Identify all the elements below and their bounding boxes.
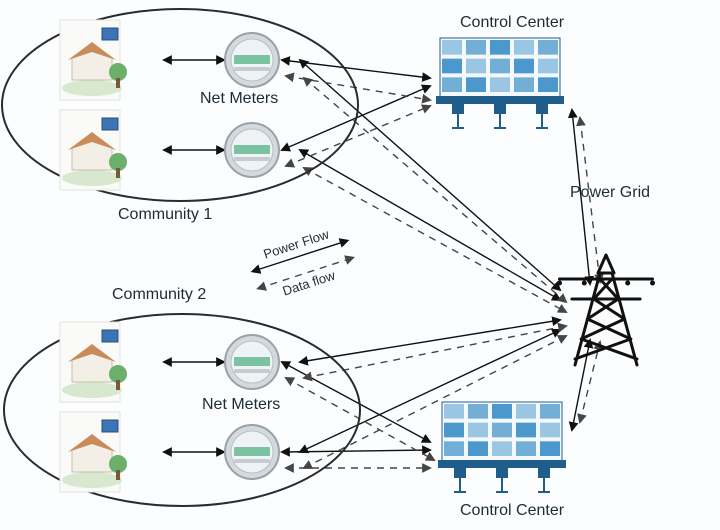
power-flow-edge	[300, 320, 560, 362]
house-icon	[60, 322, 127, 402]
power-tower-icon	[557, 255, 655, 365]
community-2-boundary	[4, 314, 360, 506]
power-flow-edge	[282, 60, 430, 78]
net-meter-icon	[225, 33, 279, 87]
net-meter-icon	[225, 123, 279, 177]
label-community-2: Community 2	[112, 286, 206, 304]
control-center-icon	[438, 402, 566, 492]
net-meter-icon	[225, 425, 279, 479]
label-control-center-top: Control Center	[460, 14, 564, 32]
legend-power-label: Power Flow	[262, 226, 332, 261]
house-icon	[60, 412, 127, 492]
label-community-1: Community 1	[118, 206, 212, 224]
community-1-boundary	[2, 9, 358, 201]
legend: Power FlowData flow	[246, 222, 358, 306]
label-net-meters-top: Net Meters	[200, 90, 278, 108]
control-center-icon	[436, 38, 564, 128]
label-power-grid: Power Grid	[570, 184, 650, 202]
label-control-center-bottom: Control Center	[460, 502, 564, 520]
house-icon	[60, 110, 127, 190]
net-meter-icon	[225, 335, 279, 389]
power-flow-edge	[300, 150, 560, 300]
house-icon	[60, 20, 127, 100]
label-net-meters-bottom: Net Meters	[202, 396, 280, 414]
